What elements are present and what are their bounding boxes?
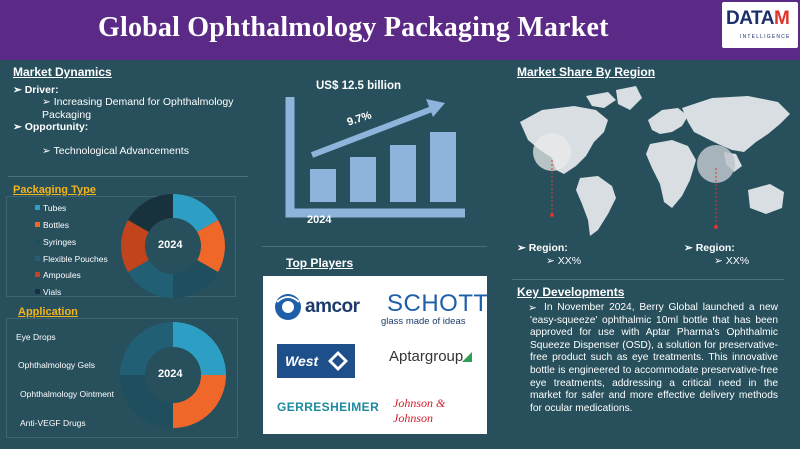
- region-value-text: XX%: [557, 255, 582, 267]
- donut-hole: [145, 218, 201, 274]
- region-highlight-right: [697, 145, 735, 183]
- legend-label: Ophthalmology Gels: [18, 360, 96, 370]
- opportunity-label: ➢ Opportunity:: [13, 121, 89, 133]
- aptargroup-logo: Aptargroup: [389, 348, 464, 365]
- donut-segment: [120, 375, 173, 428]
- market-share-title: Market Share By Region: [517, 65, 656, 79]
- bullet-arrow: ➢: [528, 302, 537, 314]
- opportunity-label-text: Opportunity:: [24, 121, 89, 133]
- legend-label: Tubes: [43, 203, 67, 213]
- opportunity-item: ➢ Technological Advancements: [42, 145, 189, 157]
- donut-segment: [173, 375, 226, 428]
- divider: [8, 176, 248, 177]
- application-title: Application: [18, 306, 78, 318]
- driver-label-text: Driver:: [24, 84, 59, 96]
- top-players-panel: amcor SCHOTT glass made of ideas West Ap…: [263, 276, 489, 434]
- schott-logo: SCHOTT: [387, 290, 489, 317]
- growth-bar: [310, 169, 336, 202]
- donut-hole: [145, 347, 201, 403]
- growth-arrow: [310, 106, 434, 158]
- legend-swatch: [35, 256, 40, 261]
- growth-bar: [390, 145, 416, 202]
- region-label-right: ➢ Region:: [684, 242, 735, 254]
- growth-bar: [350, 157, 376, 202]
- region-value-text: XX%: [725, 255, 750, 267]
- region-pointer-dot: [550, 213, 554, 217]
- region-value-right: ➢ XX%: [714, 255, 750, 267]
- application-panel: [6, 318, 238, 438]
- header-bar: [0, 0, 800, 60]
- divider: [262, 246, 487, 247]
- region-label-left: ➢ Region:: [517, 242, 568, 254]
- opportunity-item-text: Technological Advancements: [53, 145, 189, 157]
- legend-swatch: [35, 222, 40, 227]
- packaging-type-panel: [6, 196, 236, 297]
- legend-label: Eye Drops: [16, 332, 56, 342]
- legend-label: Anti-VEGF Drugs: [20, 418, 86, 428]
- legend-label: Flexible Pouches: [43, 254, 108, 264]
- logo-tagline: INTELLIGENCE: [740, 34, 791, 40]
- region-label-text: Region:: [528, 242, 568, 254]
- donut-segment: [173, 260, 218, 298]
- legend-swatch: [35, 272, 40, 277]
- growth-bar-graphic: [285, 97, 465, 218]
- application-donut: [120, 322, 226, 428]
- legend-swatch: [35, 239, 40, 244]
- legend-label: Bottles: [43, 220, 69, 230]
- donut-segment: [121, 220, 149, 272]
- region-highlight-left: [533, 133, 571, 171]
- key-developments-text: In November 2024, Berry Global launched …: [530, 302, 778, 414]
- legend-swatch: [35, 289, 40, 294]
- divider: [512, 279, 784, 280]
- market-value: US$ 12.5 billion: [316, 80, 401, 92]
- schott-tagline: glass made of ideas: [381, 316, 466, 327]
- legend-label: Ampoules: [43, 270, 81, 280]
- donut-segment: [173, 194, 218, 232]
- driver-label: ➢ Driver:: [13, 84, 59, 96]
- chart-axis: [285, 97, 465, 218]
- key-developments-title: Key Developments: [517, 285, 625, 299]
- donut-center-label: 2024: [158, 368, 183, 380]
- packaging-type-donut: [121, 194, 225, 298]
- market-dynamics-title: Market Dynamics: [13, 65, 112, 79]
- johnson-johnson-logo: Johnson & Johnson: [393, 396, 446, 425]
- west-logo: West: [285, 353, 319, 369]
- world-map: [520, 86, 790, 236]
- gerresheimer-logo: GERRESHEIMER: [277, 400, 380, 414]
- west-logo-mark: [328, 351, 348, 371]
- donut-segment: [197, 220, 225, 272]
- legend-label: Ophthalmology Ointment: [20, 389, 115, 399]
- logo-text-m: M: [773, 8, 790, 29]
- driver-item: ➢ Increasing Demand for Ophthalmology Pa…: [42, 96, 234, 121]
- growth-year: 2024: [307, 214, 332, 226]
- logo-text-data: DATA: [726, 8, 774, 29]
- donut-center-label: 2024: [158, 239, 183, 251]
- legend-label: Vials: [43, 287, 62, 297]
- aptar-logo-mark: [462, 352, 472, 362]
- donut-segment: [128, 260, 173, 298]
- legend-swatch: [35, 205, 40, 210]
- growth-arrow-head: [426, 99, 445, 117]
- driver-item-text: Increasing Demand for Ophthalmology Pack…: [42, 96, 234, 121]
- amcor-logo: amcor: [305, 296, 360, 317]
- donut-segment: [173, 322, 226, 375]
- page-title: Global Ophthalmology Packaging Market: [98, 12, 609, 43]
- donut-segment: [128, 194, 173, 232]
- donut-segment: [120, 322, 173, 375]
- growth-bar: [430, 132, 456, 202]
- region-label-text: Region:: [695, 242, 735, 254]
- region-value-left: ➢ XX%: [546, 255, 582, 267]
- top-players-title: Top Players: [286, 256, 354, 270]
- packaging-type-title: Packaging Type: [13, 184, 96, 196]
- region-pointer-dot: [714, 225, 718, 229]
- legend-label: Syringes: [43, 237, 77, 247]
- datam-logo: DATAM INTELLIGENCE: [722, 2, 798, 48]
- amcor-logo-mark: [275, 294, 301, 320]
